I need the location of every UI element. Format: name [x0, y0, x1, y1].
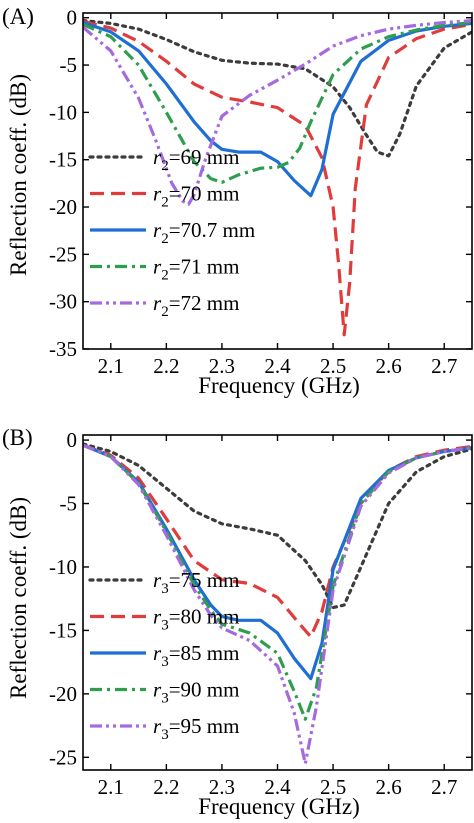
- panel-a-series-line-3: [83, 20, 472, 198]
- panel-a-x-axis-title: Frequency (GHz): [198, 373, 360, 398]
- panel-a-y-tick-label-4: -15: [49, 148, 77, 172]
- panel-a-x-tick-label-5: 2.5: [320, 354, 346, 378]
- panel-b-y-tick-label-3: -10: [49, 555, 77, 579]
- panel-a-series-line-2: [83, 19, 472, 337]
- panel-b-x-axis-title: Frequency (GHz): [198, 794, 360, 819]
- panel-b-legend: r3=75 mm r3=80 mm r3=85 mm r3=90 mm r3=95 mm: [88, 568, 239, 743]
- panel-a-y-tick-label-6: -25: [49, 242, 77, 266]
- panel-a-series-line-4: [83, 20, 472, 184]
- panel-a-y-tick-label-5: -20: [49, 195, 77, 219]
- panel-b-x-tick-label-7: 2.7: [431, 775, 457, 799]
- panel-b-y-tick-label-6: -25: [49, 745, 77, 769]
- panel-b-series-line-1: [83, 442, 472, 610]
- panel-a-label: (A): [2, 4, 34, 29]
- panel-b-label: (B): [2, 425, 33, 450]
- panel-b-legend-label-2: r3=80 mm: [153, 605, 239, 634]
- panel-a-y-tick-label-7: -30: [49, 290, 77, 314]
- panel-a-legend: r2=69 mm r2=70 mm r2=70.7 mm r2=71 mm r2=72 …: [88, 145, 255, 320]
- panel-b-y-tick-label-1: 0: [67, 428, 78, 452]
- panel-a-y-axis-title: Reflection coeff. (dB): [6, 74, 31, 276]
- panel-a-series-line-1: [83, 19, 472, 158]
- panel-b-series-group: [83, 442, 472, 766]
- panel-b-x-tick-label-5: 2.5: [320, 775, 346, 799]
- panel-a-legend-label-5: r2=72 mm: [153, 291, 239, 320]
- panel-a-y-tick-label-1: 0: [67, 6, 78, 30]
- panel-a-legend-label-1: r2=69 mm: [153, 145, 239, 174]
- panel-b-y-tick-label-4: -15: [49, 618, 77, 642]
- panel-a: (A) Reflection coeff. (dB) Frequency (GH…: [2, 4, 473, 398]
- panel-b-x-tick-label-1: 2.1: [98, 775, 124, 799]
- panel-a-y-tick-label-2: -5: [60, 53, 78, 77]
- panel-b-x-tick-label-4: 2.4: [264, 775, 291, 799]
- panel-a-legend-label-2: r2=70 mm: [153, 182, 239, 211]
- panel-a-series-group: [83, 19, 472, 337]
- panel-a-y-tick-label-3: -10: [49, 100, 77, 124]
- panel-a-x-tick-label-6: 2.6: [376, 354, 402, 378]
- panel-b-legend-label-5: r3=95 mm: [153, 714, 239, 743]
- panel-b-legend-label-4: r3=90 mm: [153, 678, 239, 707]
- panel-a-y-tick-label-8: -35: [49, 337, 77, 361]
- panel-b-legend-label-3: r3=85 mm: [153, 641, 239, 670]
- panel-a-x-tick-label-2: 2.2: [153, 354, 179, 378]
- panel-a-legend-label-3: r2=70.7 mm: [153, 218, 255, 247]
- panel-a-series-line-5: [83, 19, 472, 206]
- panel-a-x-tick-label-1: 2.1: [98, 354, 124, 378]
- panel-b-legend-label-1: r3=75 mm: [153, 568, 239, 597]
- panel-a-x-tick-label-3: 2.3: [209, 354, 235, 378]
- panel-b-y-tick-label-5: -20: [49, 682, 77, 706]
- panel-b-x-tick-label-6: 2.6: [376, 775, 402, 799]
- panel-b-x-tick-label-2: 2.2: [153, 775, 179, 799]
- panel-a-x-tick-label-7: 2.7: [431, 354, 457, 378]
- panel-a-legend-label-4: r2=71 mm: [153, 255, 239, 284]
- panel-b-x-tick-label-3: 2.3: [209, 775, 235, 799]
- panel-a-x-tick-label-4: 2.4: [264, 354, 291, 378]
- panel-b-series-line-5: [83, 443, 472, 766]
- panel-b-y-tick-label-2: -5: [60, 492, 78, 516]
- panel-b-y-axis-title: Reflection coeff. (dB): [6, 497, 31, 699]
- panel-b: (B) Reflection coeff. (dB) Frequency (GH…: [2, 425, 473, 819]
